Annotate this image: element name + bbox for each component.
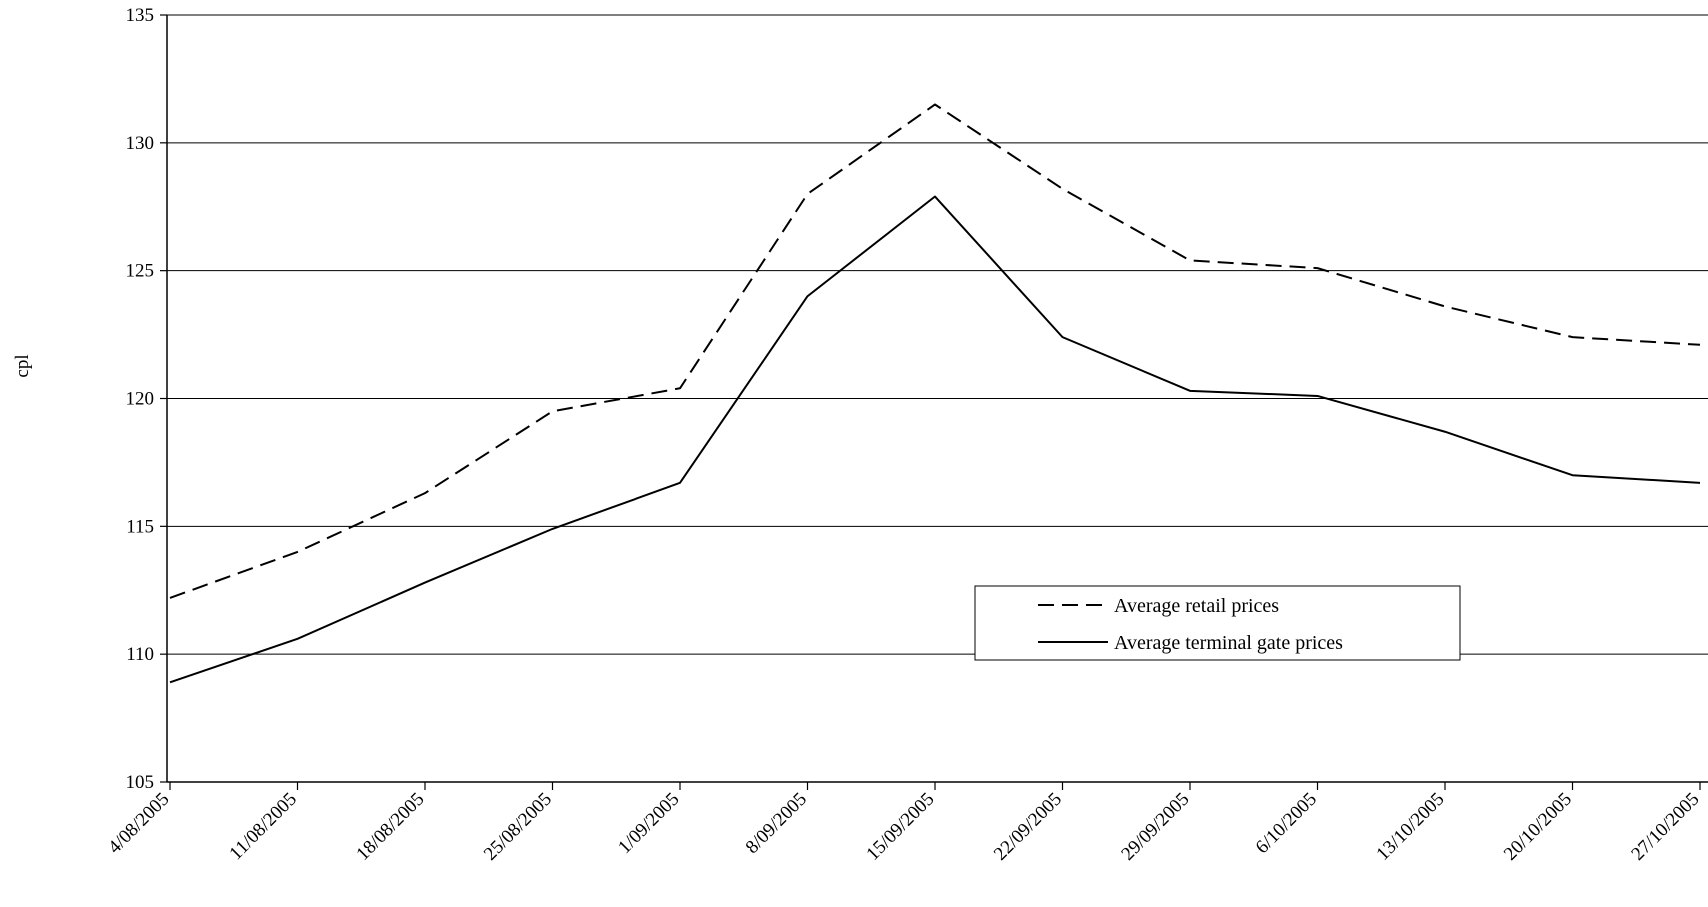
- series-lines: [169, 103, 1701, 684]
- axes: [160, 14, 1708, 790]
- x-tick-label: 8/09/2005: [742, 789, 811, 858]
- x-tick-label: 18/08/2005: [352, 789, 428, 865]
- x-tick-label: 27/10/2005: [1627, 789, 1703, 865]
- x-tick-labels: 4/08/2005 11/08/2005 18/08/2005 25/08/2005 1…: [104, 789, 1703, 865]
- legend-label-terminal: Average terminal gate prices: [1114, 632, 1343, 654]
- y-tick-label: 115: [126, 516, 154, 537]
- x-tick-label: 29/09/2005: [1117, 789, 1193, 865]
- x-tick-label: 13/10/2005: [1372, 789, 1448, 865]
- x-tick-label: 20/10/2005: [1500, 789, 1576, 865]
- grid-lines: [167, 14, 1708, 655]
- y-tick-label: 105: [126, 772, 155, 793]
- x-tick-label: 22/09/2005: [990, 789, 1066, 865]
- legend: Average retail prices Average terminal g…: [974, 585, 1461, 661]
- y-tick-label: 120: [126, 389, 155, 410]
- x-tick-label: 11/08/2005: [225, 789, 301, 865]
- x-tick-label: 6/10/2005: [1252, 789, 1321, 858]
- y-tick-label: 125: [126, 261, 155, 282]
- series-line-terminal: [169, 195, 1701, 684]
- series-line-retail: [169, 103, 1701, 599]
- y-axis-label: cpl: [12, 354, 33, 377]
- legend-label-retail: Average retail prices: [1114, 595, 1279, 617]
- x-tick-label: 4/08/2005: [104, 789, 173, 858]
- y-tick-label: 130: [126, 133, 155, 154]
- legend-box: [974, 585, 1461, 661]
- x-tick-label: 25/08/2005: [480, 789, 556, 865]
- y-tick-label: 110: [126, 644, 154, 665]
- y-tick-label: 135: [126, 5, 155, 26]
- x-tick-label: 15/09/2005: [862, 789, 938, 865]
- x-tick-label: 1/09/2005: [614, 789, 683, 858]
- y-tick-labels: 105 110 115 120 125 130 135: [126, 5, 155, 793]
